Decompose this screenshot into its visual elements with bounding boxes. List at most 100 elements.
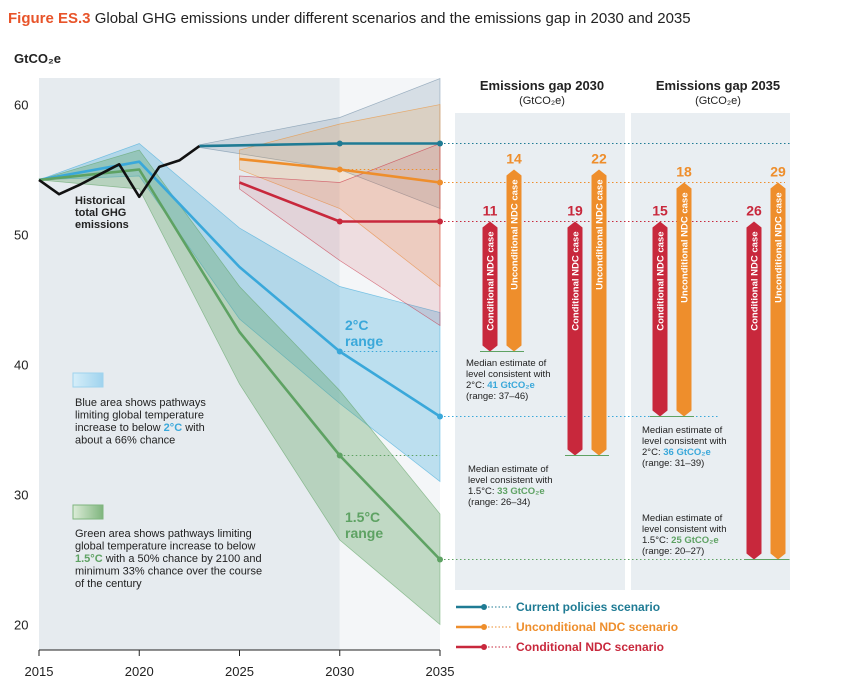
median-note: (range: 37–46) <box>466 391 528 402</box>
median-note: (range: 26–34) <box>468 497 530 508</box>
gap-value-label: 11 <box>483 203 498 219</box>
gap-case-label: Conditional NDC case <box>656 232 667 331</box>
x-tick-label: 2035 <box>426 664 455 679</box>
two-degree-range-label: 2°C <box>345 317 369 333</box>
data-point <box>437 556 443 563</box>
figure-label: Figure ES.3 <box>8 10 91 27</box>
gap-bar <box>746 221 762 560</box>
green-area-explanation: minimum 33% chance over the course <box>75 566 262 578</box>
figure-title-text: Global GHG emissions under different sce… <box>94 10 691 27</box>
historical-period-panel <box>39 78 340 650</box>
one-five-range-label: range <box>345 525 383 541</box>
one-five-range-label: 1.5°C <box>345 509 380 525</box>
green-area-explanation: 1.5°C with a 50% chance by 2100 and <box>75 553 262 565</box>
median-note: level consistent with <box>642 436 726 447</box>
data-point <box>437 413 443 420</box>
y-tick-label: 30 <box>14 488 28 503</box>
data-point <box>437 179 443 186</box>
y-tick-label: 50 <box>14 228 28 243</box>
median-note: level consistent with <box>642 524 726 535</box>
gap-bar <box>591 169 607 456</box>
x-tick-label: 2025 <box>225 664 254 679</box>
median-note: 1.5°C: 33 GtCO₂e <box>468 486 545 497</box>
green-area-explanation: global temperature increase to below <box>75 541 255 553</box>
gap-value-label: 19 <box>567 203 583 219</box>
gap-value-label: 14 <box>506 151 522 167</box>
median-note-value: 36 GtCO₂e <box>663 447 711 458</box>
figure-title: Figure ES.3 Global GHG emissions under d… <box>8 10 691 27</box>
data-point <box>336 218 343 225</box>
blue-area-explanation: about a 66% chance <box>75 435 175 447</box>
gap-case-label: Conditional NDC case <box>571 232 582 331</box>
two-degree-range-label: range <box>345 333 383 349</box>
median-note-value: 33 GtCO₂e <box>497 486 545 497</box>
x-tick-label: 2015 <box>25 664 54 679</box>
one-five-band <box>38 149 441 626</box>
legend-swatch-dot <box>481 624 487 630</box>
gap-value-label: 22 <box>591 151 607 167</box>
median-note-value: 41 GtCO₂e <box>487 380 535 391</box>
y-axis-unit: GtCO₂e <box>14 51 61 66</box>
median-note: 2°C: 36 GtCO₂e <box>642 447 711 458</box>
green-area-explanation-cont: with a 50% chance by 2100 and <box>103 553 262 565</box>
green-area-explanation: Green area shows pathways limiting <box>75 528 252 540</box>
gap-case-label: Unconditional NDC case <box>510 180 521 290</box>
gap-bar <box>567 221 583 456</box>
historical-emissions-line <box>38 145 201 199</box>
y-tick-label: 20 <box>14 618 28 633</box>
gap-title: Emissions gap 2030 <box>480 78 604 93</box>
blue-area-swatch <box>72 372 104 388</box>
median-note: 1.5°C: 25 GtCO₂e <box>642 535 719 546</box>
legend-swatch-dot <box>481 604 487 610</box>
gap-value-label: 15 <box>652 203 668 219</box>
conditional-ndc-band <box>239 142 441 327</box>
history-label: Historical <box>75 195 125 207</box>
blue-area-explanation: increase to below 2°C with <box>75 422 205 434</box>
legend-label: Conditional NDC scenario <box>516 640 664 654</box>
median-note: level consistent with <box>466 369 550 380</box>
gap-unit: (GtCO₂e) <box>519 95 565 107</box>
gap-value-label: 29 <box>770 164 786 180</box>
gap-bar <box>676 182 692 417</box>
gap-title: Emissions gap 2035 <box>656 78 780 93</box>
x-tick-label: 2020 <box>125 664 154 679</box>
gap-unit: (GtCO₂e) <box>695 95 741 107</box>
history-label: total GHG <box>75 207 126 219</box>
median-note: Median estimate of <box>466 358 547 369</box>
green-area-explanation: of the century <box>75 578 142 590</box>
one-five-line <box>38 168 441 561</box>
median-note: (range: 20–27) <box>642 546 704 557</box>
blue-area-explanation-cont: with <box>182 422 205 434</box>
legend-label: Current policies scenario <box>516 600 660 614</box>
blue-area-explanation-highlight: 2°C <box>164 422 183 434</box>
median-note: (range: 31–39) <box>642 458 704 469</box>
data-point <box>336 166 343 173</box>
gap-bar <box>506 169 522 352</box>
data-point <box>336 348 343 355</box>
projection-panel <box>339 78 440 650</box>
median-note: 2°C: 41 GtCO₂e <box>466 380 535 391</box>
two-degree-band <box>38 143 441 483</box>
y-tick-label: 60 <box>14 98 28 113</box>
gap-bar <box>770 182 786 560</box>
data-point <box>336 452 343 459</box>
median-note: Median estimate of <box>642 513 723 524</box>
history-label: emissions <box>75 219 129 231</box>
blue-area-explanation: limiting global temperature <box>75 410 204 422</box>
blue-area-explanation: Blue area shows pathways <box>75 397 206 409</box>
median-note-value: 25 GtCO₂e <box>671 535 719 546</box>
gap-bar <box>482 221 498 352</box>
legend-label: Unconditional NDC scenario <box>516 620 678 634</box>
x-tick-label: 2030 <box>325 664 354 679</box>
data-point <box>336 140 343 147</box>
gap-case-label: Unconditional NDC case <box>680 193 691 303</box>
data-point <box>437 218 443 225</box>
median-note: Median estimate of <box>642 425 723 436</box>
gap-case-label: Unconditional NDC case <box>774 193 785 303</box>
green-area-explanation-highlight: 1.5°C <box>75 553 103 565</box>
green-area-swatch <box>72 504 104 520</box>
median-note: Median estimate of <box>468 464 549 475</box>
two-degree-line <box>38 160 441 418</box>
gap-case-label: Unconditional NDC case <box>595 180 606 290</box>
